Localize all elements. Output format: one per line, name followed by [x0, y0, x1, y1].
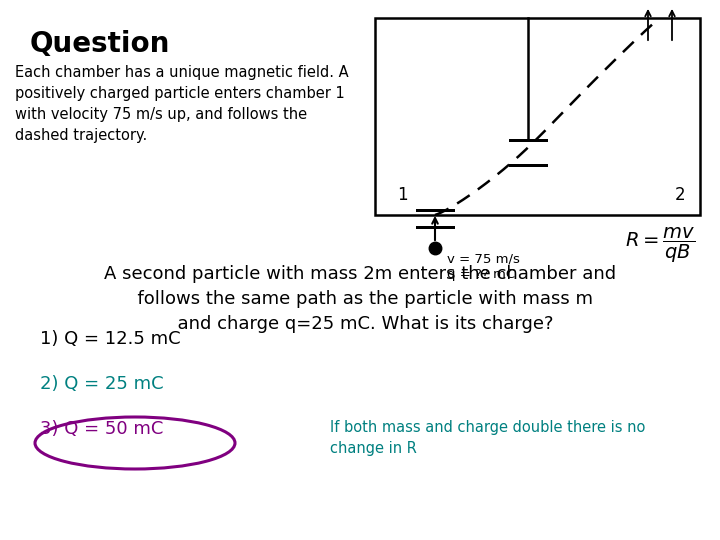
Text: A second particle with mass 2m enters the chamber and
  follows the same path as: A second particle with mass 2m enters th…	[104, 265, 616, 333]
Text: If both mass and charge double there is no
change in R: If both mass and charge double there is …	[330, 420, 645, 456]
Text: 1) Q = 12.5 mC: 1) Q = 12.5 mC	[40, 330, 181, 348]
Text: 2: 2	[675, 186, 685, 204]
Text: Each chamber has a unique magnetic field. A
positively charged particle enters c: Each chamber has a unique magnetic field…	[15, 65, 348, 143]
Text: 3) Q = 50 mC: 3) Q = 50 mC	[40, 420, 163, 438]
Text: 1: 1	[397, 186, 408, 204]
Text: $R = \dfrac{mv}{qB}$: $R = \dfrac{mv}{qB}$	[625, 226, 695, 265]
Bar	[375, 18, 700, 215]
Text: 2) Q = 25 mC: 2) Q = 25 mC	[40, 375, 163, 393]
Text: Question: Question	[30, 30, 171, 58]
Text: v = 75 m/s
q = ?? mC: v = 75 m/s q = ?? mC	[447, 253, 520, 281]
